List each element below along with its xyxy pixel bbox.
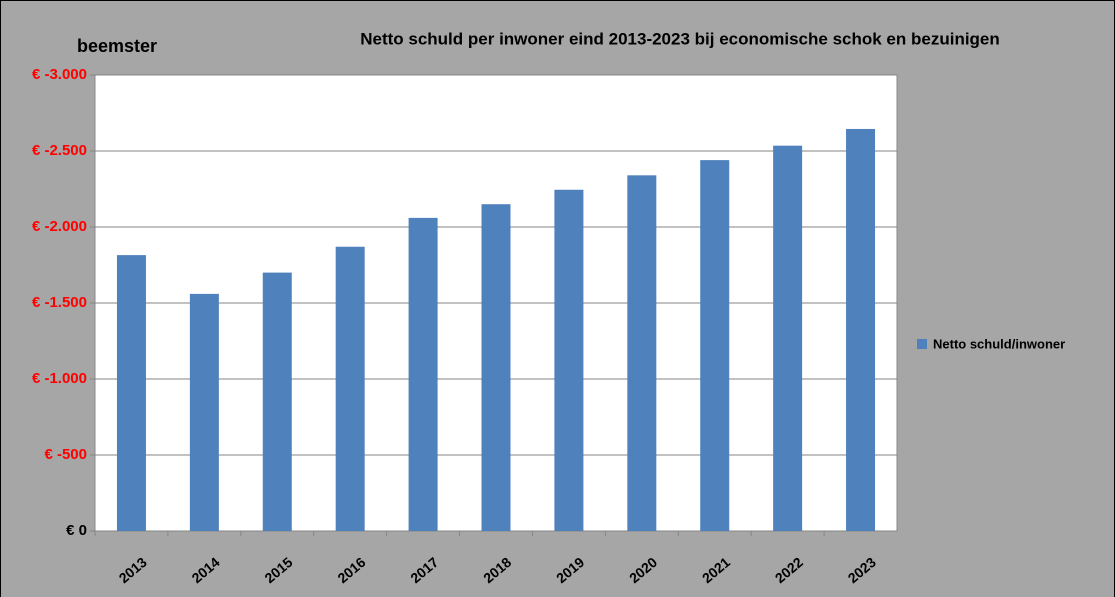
y-tick-label: € -2.500 xyxy=(32,142,87,159)
bar xyxy=(481,204,511,531)
bar xyxy=(773,145,803,531)
bar xyxy=(116,255,146,531)
y-tick-label: € -2.000 xyxy=(32,218,87,235)
bar xyxy=(408,217,438,531)
y-tick-label: € -1.500 xyxy=(32,294,87,311)
bar xyxy=(262,272,292,531)
legend-label: Netto schuld/inwoner xyxy=(933,336,1065,351)
bar xyxy=(627,175,657,531)
bar xyxy=(700,160,730,531)
bar xyxy=(554,189,584,531)
legend-swatch xyxy=(917,339,927,349)
y-tick-label: € 0 xyxy=(66,522,87,539)
bar xyxy=(846,128,876,531)
bar xyxy=(335,246,365,531)
y-tick-label: € -1.000 xyxy=(32,370,87,387)
y-tick-label: € -3.000 xyxy=(32,66,87,83)
bar xyxy=(189,293,219,531)
chart-title: Netto schuld per inwoner eind 2013-2023 … xyxy=(360,29,1000,48)
y-tick-label: € -500 xyxy=(44,446,87,463)
chart-subtitle: beemster xyxy=(77,36,157,56)
